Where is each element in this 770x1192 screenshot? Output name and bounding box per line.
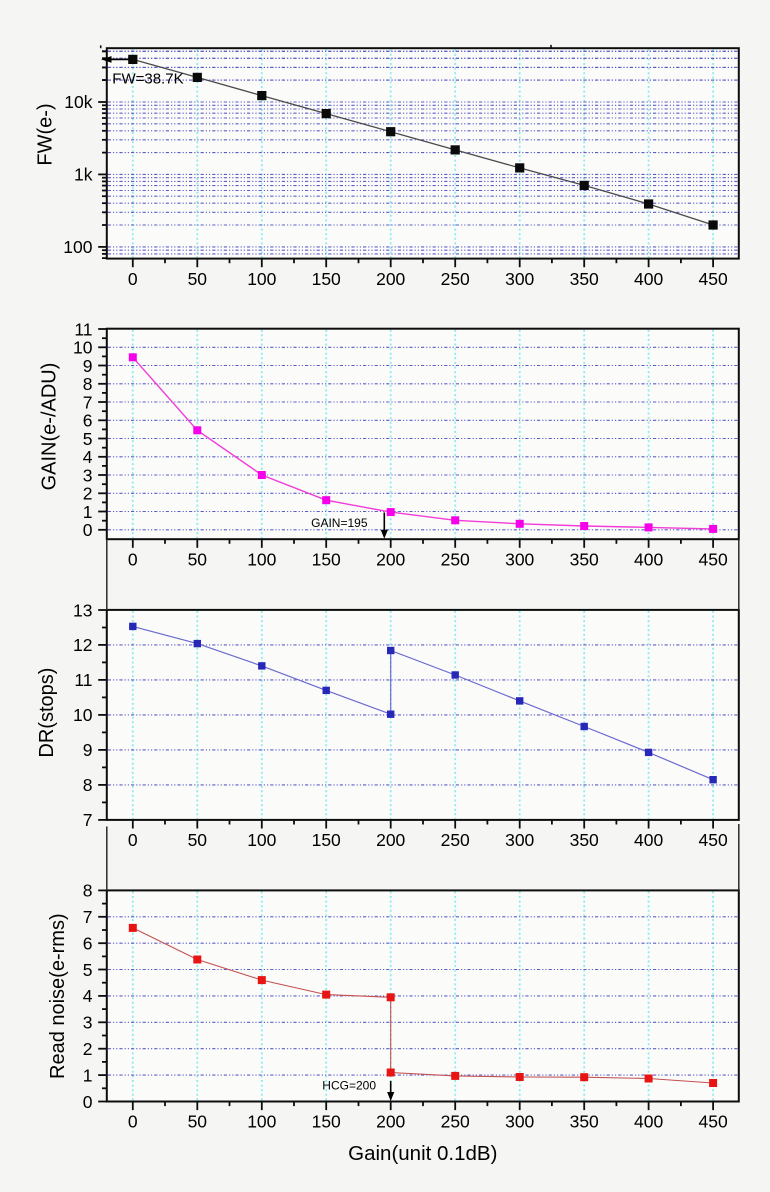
svg-text:8: 8 [83,775,93,795]
svg-text:100: 100 [247,269,276,289]
svg-text:8: 8 [83,881,93,901]
svg-text:9: 9 [83,356,93,376]
svg-text:400: 400 [634,549,663,569]
svg-text:300: 300 [505,1112,534,1132]
svg-text:300: 300 [505,549,534,569]
svg-text:0: 0 [128,1112,138,1132]
svg-text:100: 100 [247,549,276,569]
svg-text:10: 10 [73,338,93,358]
svg-text:100: 100 [247,830,276,850]
svg-text:0: 0 [128,269,138,289]
svg-text:0: 0 [83,520,93,540]
svg-text:450: 450 [698,549,727,569]
svg-text:0: 0 [128,830,138,850]
svg-text:6: 6 [83,411,93,431]
svg-text:250: 250 [441,1112,470,1132]
svg-text:5: 5 [83,429,93,449]
svg-text:400: 400 [634,269,663,289]
svg-text:2: 2 [83,484,93,504]
svg-text:100: 100 [247,1112,276,1132]
svg-text:FW=38.7K: FW=38.7K [112,71,183,88]
svg-text:150: 150 [312,269,341,289]
svg-text:450: 450 [698,1112,727,1132]
svg-text:50: 50 [188,549,208,569]
svg-text:GAIN(e-/ADU): GAIN(e-/ADU) [39,363,61,491]
svg-text:HCG=200: HCG=200 [322,1079,376,1093]
svg-text:Read noise(e-rms): Read noise(e-rms) [47,913,69,1079]
svg-text:200: 200 [376,549,405,569]
svg-text:50: 50 [188,830,208,850]
svg-text:2: 2 [83,1039,93,1059]
svg-text:50: 50 [188,269,208,289]
svg-text:150: 150 [312,830,341,850]
svg-text:350: 350 [570,830,599,850]
svg-text:0: 0 [83,1092,93,1112]
svg-text:8: 8 [83,374,93,394]
svg-text:10: 10 [73,705,93,725]
svg-text:100: 100 [63,237,92,257]
svg-text:7: 7 [83,810,93,830]
svg-text:3: 3 [83,465,93,485]
svg-text:150: 150 [312,1112,341,1132]
svg-text:300: 300 [505,269,534,289]
svg-text:13: 13 [73,600,92,620]
svg-text:3: 3 [83,1013,93,1033]
svg-text:10k: 10k [64,92,92,112]
svg-text:4: 4 [83,986,93,1006]
svg-text:7: 7 [83,392,93,412]
svg-text:7: 7 [83,907,93,927]
svg-text:250: 250 [441,549,470,569]
svg-text:1: 1 [83,1065,93,1085]
svg-text:350: 350 [570,269,599,289]
svg-text:250: 250 [441,830,470,850]
svg-text:GAIN=195: GAIN=195 [311,516,368,530]
svg-text:FW(e-): FW(e-) [35,103,57,165]
svg-text:11: 11 [74,670,92,690]
svg-text:1k: 1k [74,165,93,185]
svg-text:12: 12 [73,635,92,655]
svg-text:150: 150 [312,549,341,569]
svg-text:5: 5 [83,960,93,980]
svg-text:200: 200 [376,269,405,289]
svg-text:6: 6 [83,934,93,954]
svg-text:0: 0 [128,549,138,569]
svg-text:450: 450 [698,269,727,289]
svg-text:350: 350 [570,549,599,569]
svg-text:400: 400 [634,830,663,850]
svg-text:9: 9 [83,740,93,760]
svg-text:DR(stops): DR(stops) [36,668,58,758]
svg-text:200: 200 [376,830,405,850]
svg-text:350: 350 [570,1112,599,1132]
svg-text:Gain(unit 0.1dB): Gain(unit 0.1dB) [348,1142,497,1165]
svg-text:50: 50 [188,1112,208,1132]
svg-text:400: 400 [634,1112,663,1132]
svg-text:200: 200 [376,1112,405,1132]
svg-text:250: 250 [441,269,470,289]
svg-text:300: 300 [505,830,534,850]
svg-text:4: 4 [83,447,93,467]
svg-text:1: 1 [83,502,93,522]
svg-text:450: 450 [698,830,727,850]
svg-text:11: 11 [74,319,92,339]
